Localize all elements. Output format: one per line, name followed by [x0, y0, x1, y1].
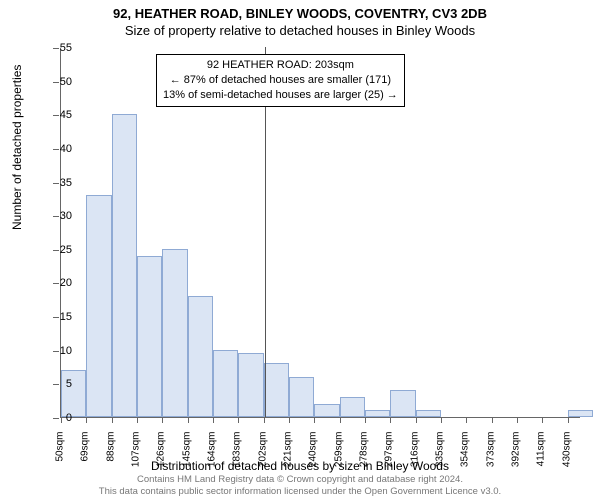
histogram-bar — [61, 370, 86, 417]
x-tick — [466, 417, 467, 423]
x-tick — [542, 417, 543, 423]
x-tick-label: 259sqm — [333, 432, 344, 482]
plot-area: 92 HEATHER ROAD: 203sqm ← 87% of detache… — [60, 48, 580, 418]
x-tick-label: 335sqm — [435, 432, 446, 482]
chart-title-block: 92, HEATHER ROAD, BINLEY WOODS, COVENTRY… — [0, 0, 600, 38]
x-tick-label: 221sqm — [283, 432, 294, 482]
annotation-line-3: 13% of semi-detached houses are larger (… — [163, 88, 398, 103]
x-tick-label: 278sqm — [359, 432, 370, 482]
y-tick-label: 15 — [42, 311, 72, 323]
x-tick — [162, 417, 163, 423]
x-tick-label: 373sqm — [485, 432, 496, 482]
annotation-line-2: ← 87% of detached houses are smaller (17… — [163, 73, 398, 88]
x-tick-label: 411sqm — [536, 432, 547, 482]
x-tick — [441, 417, 442, 423]
y-tick-label: 5 — [42, 378, 72, 390]
x-tick-label: 183sqm — [232, 432, 243, 482]
histogram-bar — [390, 390, 415, 417]
histogram-bar — [238, 353, 263, 417]
histogram-bar — [416, 410, 441, 417]
histogram-bar — [213, 350, 238, 417]
histogram-bar — [162, 249, 187, 417]
x-tick-label: 202sqm — [257, 432, 268, 482]
histogram-bar — [365, 410, 390, 417]
annotation-line-1: 92 HEATHER ROAD: 203sqm — [163, 58, 398, 73]
y-tick-label: 0 — [42, 412, 72, 424]
x-tick-label: 430sqm — [561, 432, 572, 482]
histogram-bar — [264, 363, 289, 417]
x-tick-label: 164sqm — [207, 432, 218, 482]
histogram-bar — [340, 397, 365, 417]
annotation-box: 92 HEATHER ROAD: 203sqm ← 87% of detache… — [156, 54, 405, 107]
y-axis-title: Number of detached properties — [10, 65, 24, 230]
histogram-bar — [112, 114, 137, 417]
histogram-bar — [137, 256, 162, 417]
x-tick — [314, 417, 315, 423]
x-tick — [365, 417, 366, 423]
title-line-2: Size of property relative to detached ho… — [0, 23, 600, 38]
x-tick — [492, 417, 493, 423]
y-tick-label: 30 — [42, 210, 72, 222]
x-tick — [188, 417, 189, 423]
x-tick — [112, 417, 113, 423]
footer-line-3: This data contains public sector informa… — [0, 486, 600, 498]
x-tick-label: 297sqm — [384, 432, 395, 482]
x-tick-label: 392sqm — [511, 432, 522, 482]
x-tick — [238, 417, 239, 423]
x-tick — [289, 417, 290, 423]
x-tick-label: 88sqm — [105, 432, 116, 482]
histogram-bar — [86, 195, 111, 417]
x-tick — [137, 417, 138, 423]
y-tick-label: 55 — [42, 42, 72, 54]
x-tick-label: 145sqm — [181, 432, 192, 482]
x-tick — [390, 417, 391, 423]
y-tick-label: 25 — [42, 244, 72, 256]
x-tick — [213, 417, 214, 423]
y-tick-label: 35 — [42, 177, 72, 189]
x-tick-label: 107sqm — [131, 432, 142, 482]
histogram-bar — [289, 377, 314, 417]
x-tick-label: 50sqm — [55, 432, 66, 482]
y-tick-label: 45 — [42, 109, 72, 121]
x-tick — [264, 417, 265, 423]
histogram-bar — [188, 296, 213, 417]
y-tick-label: 20 — [42, 277, 72, 289]
histogram-bar — [314, 404, 339, 417]
x-tick-label: 126sqm — [156, 432, 167, 482]
x-tick-label: 354sqm — [460, 432, 471, 482]
x-tick — [568, 417, 569, 423]
chart-area: 92 HEATHER ROAD: 203sqm ← 87% of detache… — [60, 48, 580, 418]
y-tick-label: 40 — [42, 143, 72, 155]
x-tick-label: 69sqm — [80, 432, 91, 482]
x-tick — [340, 417, 341, 423]
y-tick-label: 50 — [42, 76, 72, 88]
x-tick — [517, 417, 518, 423]
title-line-1: 92, HEATHER ROAD, BINLEY WOODS, COVENTRY… — [0, 6, 600, 21]
x-tick — [86, 417, 87, 423]
x-tick — [416, 417, 417, 423]
histogram-bar — [568, 410, 593, 417]
x-tick-label: 316sqm — [409, 432, 420, 482]
y-tick-label: 10 — [42, 345, 72, 357]
x-tick-label: 240sqm — [308, 432, 319, 482]
